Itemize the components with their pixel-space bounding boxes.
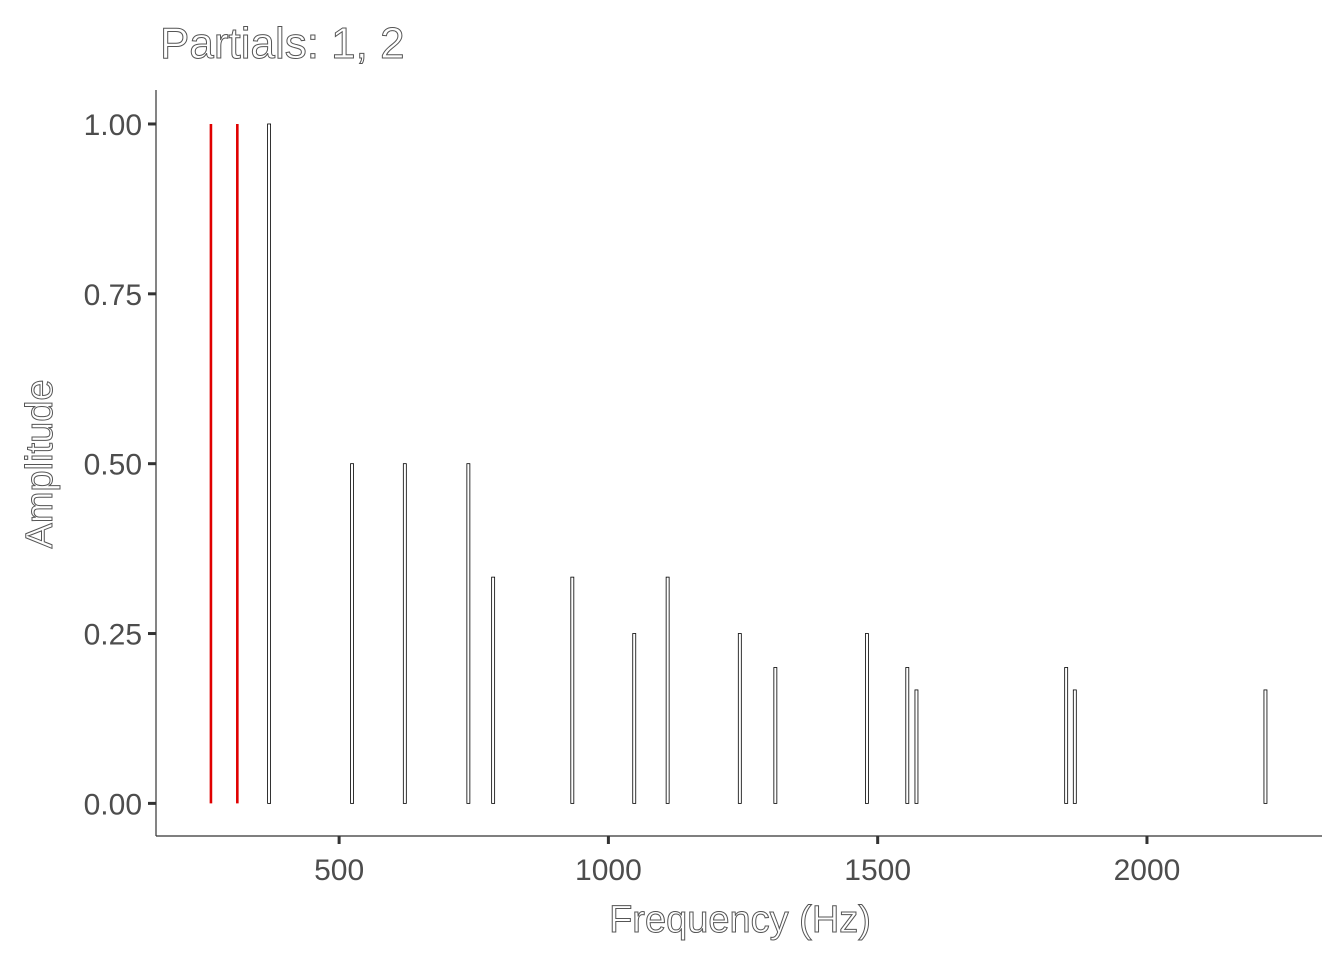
partial-bar [914,689,919,804]
partial-bar [570,576,575,804]
partial-bar [402,463,407,804]
partial-bar [905,667,910,804]
partial-bar [350,463,354,804]
x-tick-label: 500 [314,854,364,887]
partial-bar [466,463,471,804]
y-tick-label: 0.50 [84,449,142,482]
partial-bar [773,667,778,804]
partial-bar [665,576,670,804]
chart-title: Partials: 1, 2 [160,19,405,68]
x-tick-label: 1500 [844,854,911,887]
x-tick-label: 2000 [1114,854,1181,887]
partial-bar [632,633,637,804]
partial-bar [491,576,496,804]
partial-bar [1064,667,1069,804]
partial-bar [1263,689,1268,804]
x-tick-label: 1000 [575,854,642,887]
y-tick-label: 1.00 [84,109,142,142]
partial-bar [865,633,869,804]
plot-area: 0.00 0.25 0.50 0.75 1.00 500 1000 1500 2000 [84,90,1322,887]
y-axis-title: Amplitude [19,380,61,549]
y-tick-label: 0.75 [84,279,142,312]
y-tick-label: 0.00 [84,788,142,821]
y-tick-label: 0.25 [84,619,142,652]
partial-bar [737,633,742,804]
x-axis-title: Frequency (Hz) [609,899,871,941]
partial-bar [1072,689,1077,804]
partial-bar [267,123,271,804]
